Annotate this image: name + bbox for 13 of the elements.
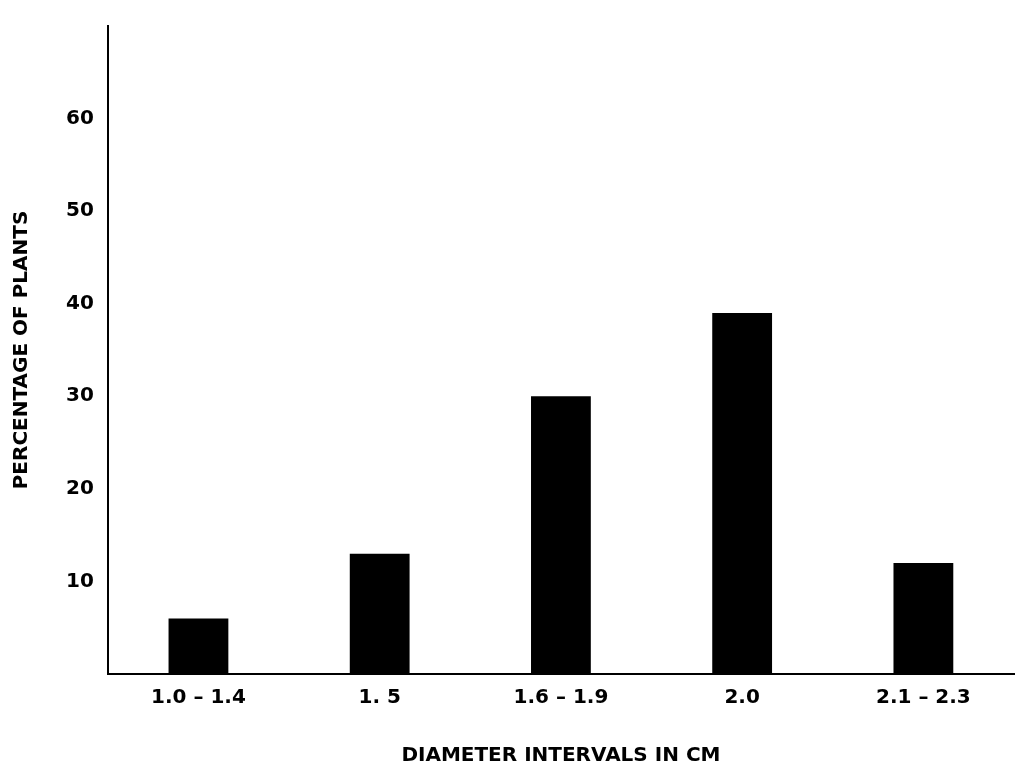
x-tick-label: 1.6 – 1.9 [513, 684, 609, 709]
y-axis-title: PERCENTAGE OF PLANTS [8, 210, 33, 490]
y-tick-label: 50 [65, 197, 94, 222]
y-tick-label: 10 [65, 567, 94, 592]
y-tick-label: 60 [65, 104, 94, 129]
x-axis-title: DIAMETER INTERVALS IN CM [401, 742, 721, 767]
y-tick-label: 30 [65, 382, 94, 407]
x-tick-label: 1. 5 [358, 684, 401, 709]
x-tick-label: 2.0 [724, 684, 760, 709]
x-tick-label: 1.0 – 1.4 [151, 684, 246, 709]
y-tick-label: 20 [65, 475, 94, 500]
y-tick-label: 40 [65, 289, 94, 314]
x-tick-label: 2.1 – 2.3 [875, 684, 971, 709]
